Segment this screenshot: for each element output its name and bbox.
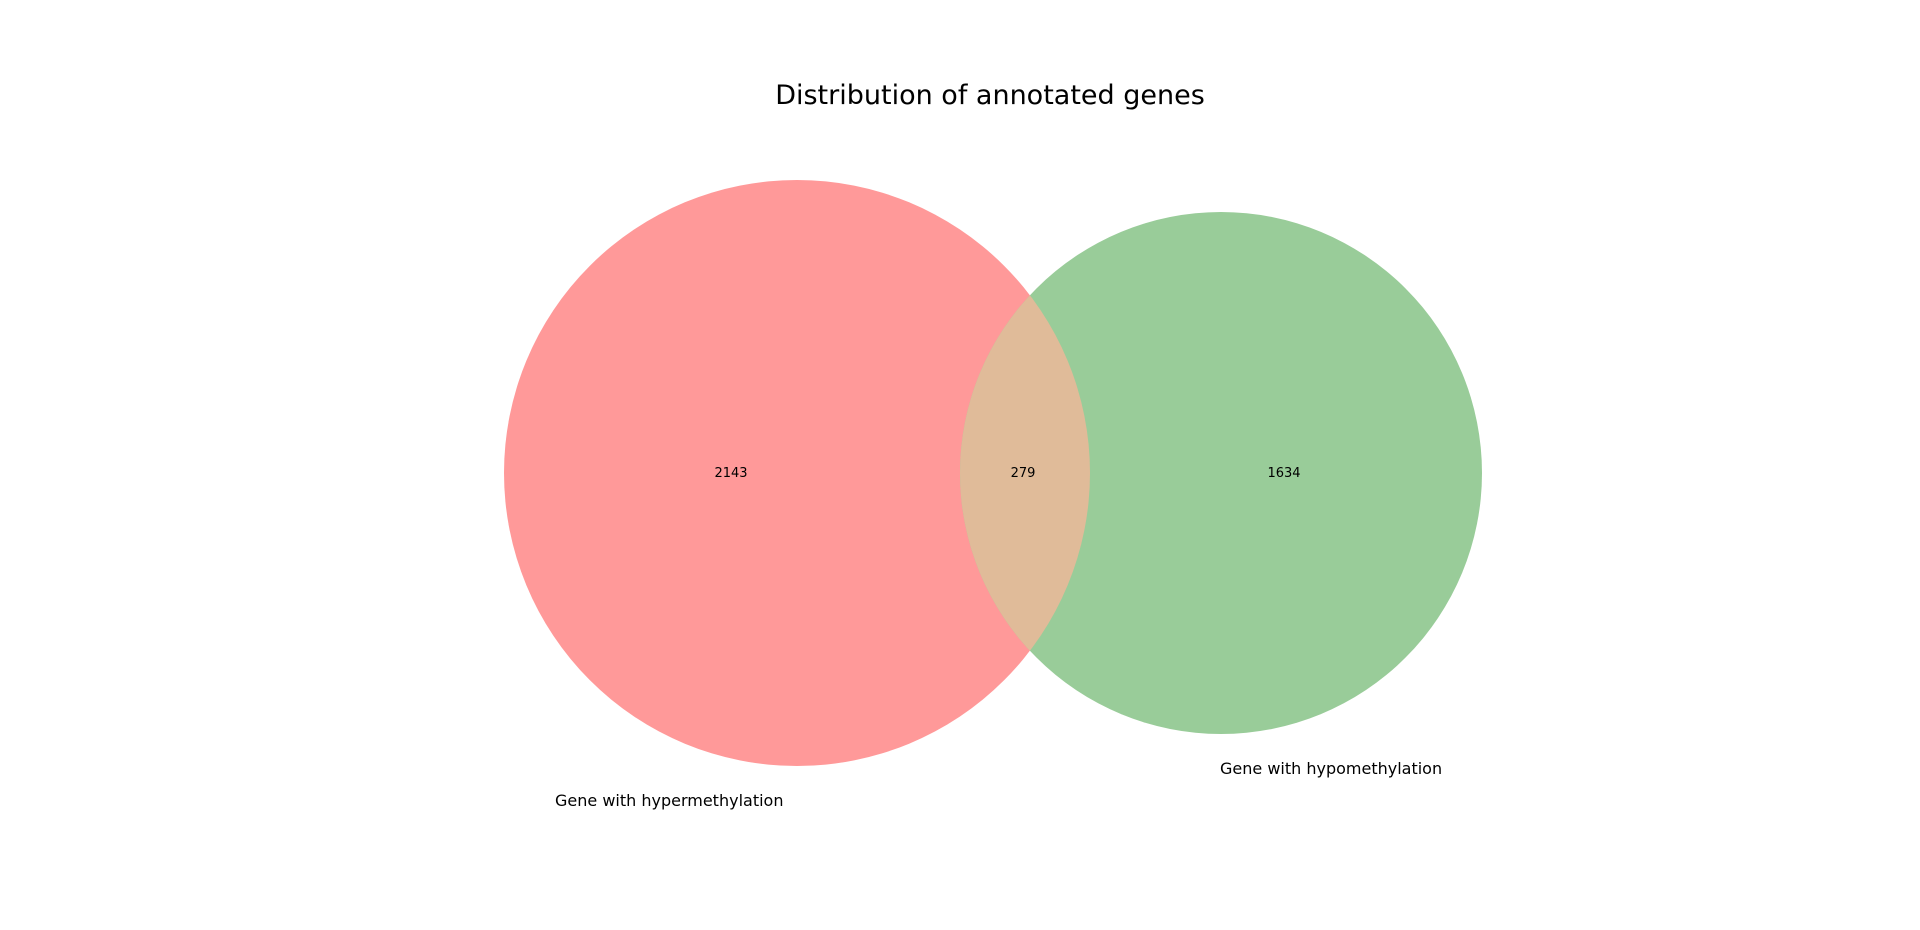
set-b-label: Gene with hypomethylation [1220, 759, 1442, 778]
set-a-circle [504, 180, 1090, 766]
set-b-circle [960, 212, 1482, 734]
set-a-only-count: 2143 [714, 466, 747, 481]
set-b-only-count: 1634 [1267, 466, 1300, 481]
chart-title: Distribution of annotated genes [775, 80, 1205, 111]
set-a-label: Gene with hypermethylation [555, 791, 783, 810]
intersection-count: 279 [1011, 466, 1036, 481]
